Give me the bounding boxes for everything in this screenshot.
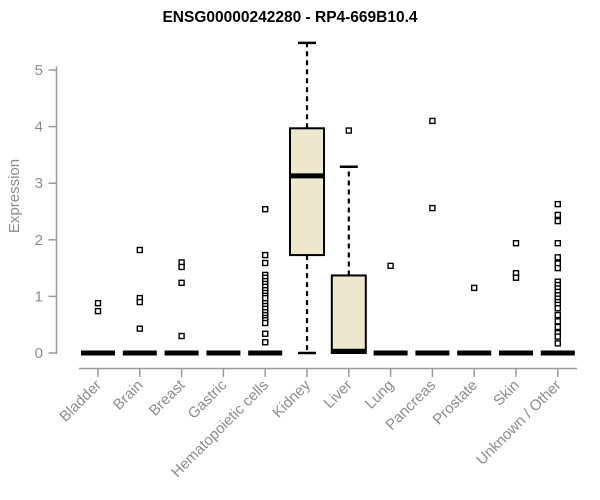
outlier-point	[554, 200, 561, 208]
outlier-point	[429, 204, 436, 212]
outlier-point	[262, 339, 269, 346]
collapsed-box	[164, 350, 199, 356]
x-tick-label: Kidney	[269, 376, 314, 421]
outlier-point	[262, 251, 269, 259]
outlier-point	[554, 217, 561, 225]
outlier-point	[94, 307, 102, 315]
box	[289, 127, 325, 257]
outlier-point	[178, 279, 185, 287]
outlier-point	[262, 319, 269, 327]
y-tick-label: 1	[35, 288, 43, 305]
collapsed-box	[248, 350, 283, 356]
outlier-point	[429, 117, 436, 125]
outlier-point	[178, 263, 185, 271]
collapsed-box	[499, 350, 533, 356]
y-axis-title: Expression	[6, 159, 23, 233]
collapsed-box	[206, 350, 241, 356]
y-tick-label: 0	[35, 345, 43, 362]
outlier-point	[554, 333, 561, 340]
outlier-point	[554, 323, 561, 331]
outlier-point	[554, 340, 561, 347]
outlier-point	[136, 298, 144, 306]
outlier-point	[262, 294, 269, 302]
outlier-point	[262, 330, 269, 337]
collapsed-box	[81, 350, 115, 356]
y-tick-label: 3	[35, 175, 43, 192]
y-tick-label: 5	[35, 62, 43, 79]
x-tick-label: Lung	[362, 377, 398, 413]
y-tick-label: 2	[35, 232, 43, 249]
outlier-point	[554, 311, 561, 319]
outlier-point	[178, 332, 185, 340]
outlier-point	[554, 318, 561, 325]
collapsed-box	[457, 350, 492, 356]
x-tick-label: Prostate	[429, 377, 481, 429]
x-tick-label: Breast	[146, 376, 189, 419]
collapsed-box	[415, 350, 450, 356]
outlier-point	[94, 299, 102, 307]
outlier-point	[512, 274, 520, 281]
outlier-point	[387, 262, 394, 270]
outlier-point	[136, 325, 144, 332]
outlier-point	[512, 239, 520, 247]
collapsed-box	[122, 350, 157, 356]
y-tick-label: 4	[35, 119, 43, 136]
x-tick-label: Skin	[490, 377, 523, 410]
x-tick-label: Liver	[321, 377, 356, 412]
x-tick-label: Brain	[110, 377, 147, 414]
outlier-point	[554, 254, 561, 261]
x-tick-label: Bladder	[56, 377, 105, 426]
outlier-point	[554, 211, 561, 219]
outlier-point	[471, 284, 478, 292]
collapsed-box	[540, 350, 575, 356]
outlier-point	[136, 246, 144, 254]
chart-title: ENSG00000242280 - RP4-669B10.4	[162, 9, 417, 26]
outlier-point	[554, 264, 561, 272]
box	[330, 274, 367, 355]
outlier-point	[554, 305, 561, 312]
outlier-point	[554, 239, 561, 247]
outlier-point	[262, 259, 269, 267]
outlier-point	[262, 206, 269, 213]
outlier-point	[345, 127, 352, 134]
collapsed-box	[373, 350, 408, 356]
